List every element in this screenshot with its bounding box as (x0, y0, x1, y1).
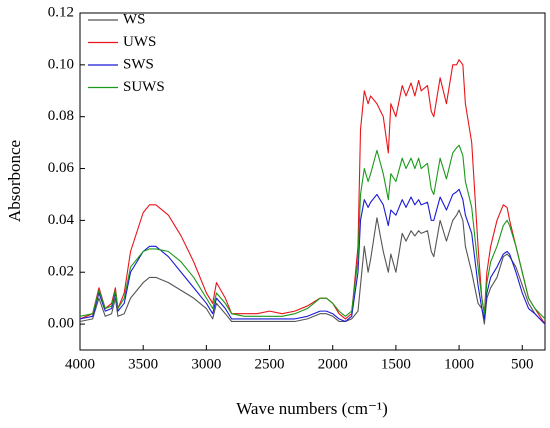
spectrum-line (79, 59, 546, 325)
x-tick-label: 2500 (255, 356, 285, 372)
x-tick-label: 4000 (65, 356, 95, 372)
spectrum-line (79, 188, 546, 325)
x-tick-label: 1000 (444, 356, 474, 372)
y-tick-label: 0.10 (48, 56, 74, 72)
y-tick-label: 0.08 (48, 108, 74, 124)
y-tick-label: 0.00 (48, 316, 74, 332)
y-tick-label: 0.12 (48, 4, 74, 20)
y-tick-label: 0.06 (48, 160, 75, 176)
x-tick-label: 3000 (191, 356, 221, 372)
legend-label: SUWS (123, 79, 165, 95)
legend-label: SWS (123, 56, 154, 72)
legend-label: UWS (123, 34, 156, 50)
y-axis-label: Absorbonce (5, 140, 24, 222)
spectrum-line (79, 209, 546, 325)
spectrum-line (79, 144, 546, 320)
x-axis-label: Wave numbers (cm⁻¹) (236, 399, 387, 418)
x-tick-label: 1500 (381, 356, 411, 372)
x-tick-label: 500 (511, 356, 534, 372)
x-tick-label: 2000 (318, 356, 348, 372)
y-tick-label: 0.02 (48, 264, 74, 280)
plot-frame (79, 12, 546, 351)
y-tick-label: 0.04 (48, 212, 75, 228)
x-tick-label: 3500 (128, 356, 158, 372)
legend-label: WS (123, 11, 146, 27)
